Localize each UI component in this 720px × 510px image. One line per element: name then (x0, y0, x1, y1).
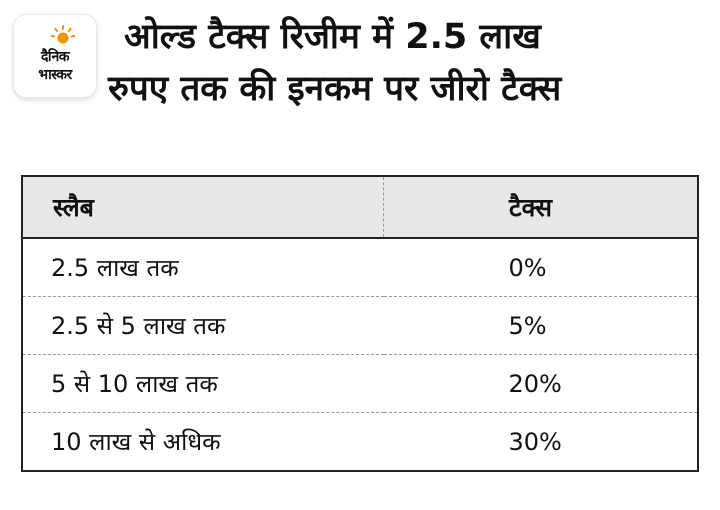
slab-cell: 5 से 10 लाख तक (22, 354, 384, 413)
table-header-row: स्लैब टैक्स (22, 176, 698, 239)
tax-cell: 5% (383, 296, 698, 355)
table-row: 2.5 लाख तक 0% (22, 238, 698, 297)
table-row: 2.5 से 5 लाख तक 5% (22, 296, 698, 355)
table-row: 5 से 10 लाख तक 20% (22, 354, 698, 413)
logo-text-line2: भास्कर (38, 67, 72, 83)
tax-cell: 20% (383, 354, 698, 413)
slab-cell: 2.5 लाख तक (22, 238, 384, 297)
brand-logo: दैनिक भास्कर (14, 15, 96, 97)
slab-cell: 2.5 से 5 लाख तक (22, 296, 384, 355)
tax-slab-table: स्लैब टैक्स 2.5 लाख तक 0% 2.5 से 5 लाख त… (21, 175, 699, 472)
sun-icon (51, 25, 75, 44)
column-header-slab: स्लैब (22, 176, 384, 239)
table-row: 10 लाख से अधिक 30% (22, 413, 698, 472)
logo-text-line1: दैनिक (40, 49, 70, 65)
title-line2: रुपए तक की इनकम पर जीरो टैक्स (108, 69, 562, 109)
title-line1: ओल्ड टैक्स रिजीम में 2.5 लाख (124, 17, 541, 57)
tax-cell: 0% (383, 238, 698, 297)
column-header-tax: टैक्स (383, 176, 698, 239)
page-title: ओल्ड टैक्स रिजीम में 2.5 लाख रुपए तक की … (108, 14, 708, 112)
slab-cell: 10 लाख से अधिक (51, 428, 221, 456)
tax-cell: 30% (508, 427, 562, 456)
